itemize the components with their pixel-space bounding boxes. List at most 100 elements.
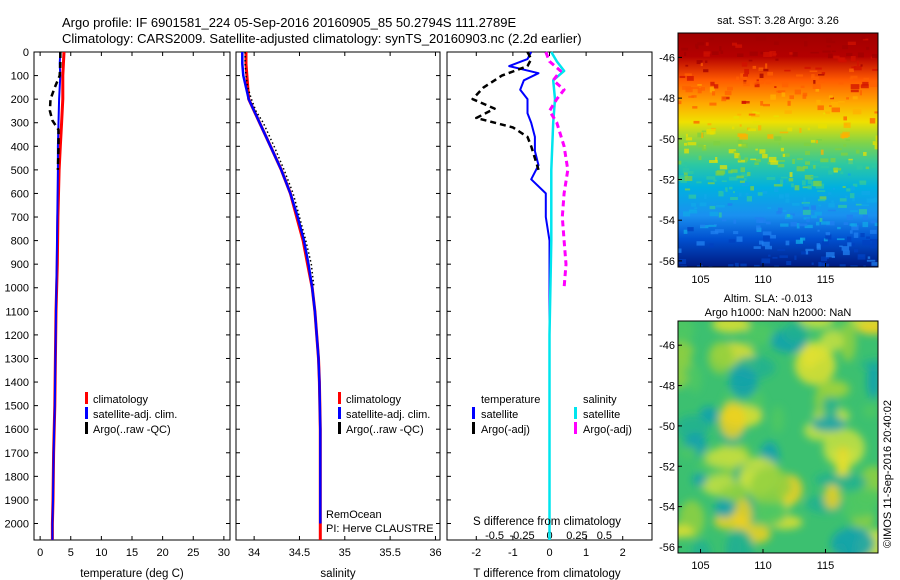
map-x-tick-label: 105 [691, 560, 709, 572]
depth-tick-label: 400 [11, 141, 29, 153]
depth-tick-label: 1700 [5, 448, 29, 460]
depth-tick-label: 300 [11, 118, 29, 130]
temperature-panel-frame [33, 51, 231, 541]
s-difference-axis-label: S difference from climatology [473, 516, 621, 528]
series-line-satellite-adj-clim- [241, 52, 322, 524]
depth-tick-label: 500 [11, 165, 29, 177]
depth-tick-label: 100 [11, 71, 29, 83]
header-line2: Climatology: CARS2009. Satellite-adjuste… [62, 31, 582, 46]
difference-legend: temperature salinity satellite Argo(-adj… [472, 394, 632, 436]
x-tick-label: 25 [187, 547, 199, 559]
legend-swatch-climatology [85, 392, 88, 404]
series-line-temperature-satellite [508, 51, 551, 540]
depth-tick-label: 700 [11, 212, 29, 224]
legend-swatch-argo [338, 422, 341, 434]
sla-map-image [678, 321, 878, 553]
sla-map-title: Altim. SLA: -0.013 [724, 293, 813, 305]
x-tick-label: 0 [546, 547, 552, 559]
legend-heading-salinity: salinity [583, 394, 617, 406]
sst-map-image [678, 33, 878, 267]
salinity-legend: climatology satellite-adj. clim. Argo(..… [338, 392, 430, 436]
header-line1: Argo profile: IF 6901581_224 05-Sep-2016… [62, 15, 516, 30]
depth-tick-label: 1800 [5, 471, 29, 483]
secondary-x-tick-label: -0.5 [485, 530, 504, 542]
salinity-axis-ticks: 34 34.5 35 35.5 36 [248, 52, 442, 559]
secondary-x-tick-label: 0.5 [597, 530, 612, 542]
x-tick-label: 35.5 [379, 547, 400, 559]
legend-label-argo: Argo(..raw -QC) [93, 424, 171, 436]
difference-series [471, 51, 570, 540]
legend-label-climatology: climatology [346, 394, 402, 406]
map-y-tick-label: -46 [659, 52, 675, 64]
sst-map-frame [677, 32, 879, 268]
x-tick-label: 35 [339, 547, 351, 559]
sla-map-frame [677, 320, 879, 554]
legend-label-argo: Argo(..raw -QC) [346, 424, 424, 436]
x-tick-label: 2 [620, 547, 626, 559]
sla-map-subtitle: Argo h1000: NaN h2000: NaN [705, 307, 852, 319]
temperature-axis-label: temperature (deg C) [80, 568, 184, 580]
x-tick-label: 30 [218, 547, 230, 559]
depth-tick-label: 900 [11, 259, 29, 271]
depth-tick-label: 1000 [5, 283, 29, 295]
depth-tick-label: 1200 [5, 330, 29, 342]
annotation-pi: PI: Herve CLAUSTRE [326, 523, 434, 535]
t-difference-axis-label: T difference from climatology [473, 568, 620, 580]
x-tick-label: 34 [248, 547, 260, 559]
depth-tick-label: 1500 [5, 401, 29, 413]
salinity-series [241, 52, 322, 540]
difference-axis-ticks: -2 -1 0 1 2-0.5 -0.25 0 0.25 0.5 [471, 52, 626, 559]
secondary-x-tick-label: -0.25 [510, 530, 535, 542]
map-y-tick-label: -56 [659, 542, 675, 554]
x-tick-label: -1 [508, 547, 518, 559]
series-line-salinity-argo-adj- [544, 51, 570, 288]
depth-tick-label: 2000 [5, 518, 29, 530]
copyright-stamp: ©IMOS 11-Sep-2016 20:40:02 [882, 400, 894, 548]
temperature-legend: climatology satellite-adj. clim. Argo(..… [85, 392, 177, 436]
legend-swatch-sal-satellite [574, 407, 577, 419]
legend-label-temp-argo: Argo(-adj) [481, 424, 530, 436]
legend-label-temp-satellite: satellite [481, 409, 518, 421]
depth-tick-label: 800 [11, 236, 29, 248]
legend-label-sal-satellite: satellite [583, 409, 620, 421]
x-tick-label: 15 [126, 547, 138, 559]
depth-tick-label: 1600 [5, 424, 29, 436]
legend-swatch-temp-argo [472, 422, 475, 434]
legend-swatch-satellite-adj [338, 407, 341, 419]
map-x-tick-label: 110 [754, 274, 772, 286]
x-tick-label: 0 [37, 547, 43, 559]
map-y-tick-label: -56 [659, 256, 675, 268]
legend-label-climatology: climatology [93, 394, 149, 406]
depth-tick-label: 1900 [5, 495, 29, 507]
x-tick-label: 1 [583, 547, 589, 559]
legend-swatch-temp-satellite [472, 407, 475, 419]
series-line-satellite-adj-clim- [51, 51, 62, 540]
map-x-tick-label: 110 [754, 560, 772, 572]
legend-label-satellite-adj: satellite-adj. clim. [93, 409, 177, 421]
depth-tick-label: 600 [11, 188, 29, 200]
sst-map-title: sat. SST: 3.28 Argo: 3.26 [717, 15, 839, 27]
legend-swatch-satellite-adj [85, 407, 88, 419]
x-tick-label: 10 [95, 547, 107, 559]
legend-heading-temperature: temperature [481, 394, 540, 406]
sst-map-ticks: 105 110 115 -46 -48 -50 -52 -54 -56 [659, 52, 834, 286]
depth-tick-label: 1400 [5, 377, 29, 389]
series-line-climatology [244, 52, 322, 540]
map-y-tick-label: -54 [659, 502, 675, 514]
salinity-panel-frame [235, 51, 441, 541]
series-line-temperature-argo-adj- [471, 51, 540, 171]
x-tick-label: 20 [157, 547, 169, 559]
depth-axis-ticks: 0 100 200 300 400 500 600 700 800 900 1000 1100 1200… [5, 47, 652, 530]
x-tick-label: 36 [429, 547, 441, 559]
map-x-tick-label: 115 [817, 560, 835, 572]
depth-tick-label: 200 [11, 94, 29, 106]
secondary-x-tick-label: 0.25 [566, 530, 587, 542]
temperature-series [48, 51, 66, 540]
map-y-tick-label: -52 [659, 175, 675, 187]
depth-tick-label: 1100 [5, 306, 29, 318]
x-tick-label: 34.5 [289, 547, 310, 559]
legend-label-satellite-adj: satellite-adj. clim. [346, 409, 430, 421]
depth-tick-label: 1300 [5, 353, 29, 365]
map-x-tick-label: 115 [817, 274, 835, 286]
